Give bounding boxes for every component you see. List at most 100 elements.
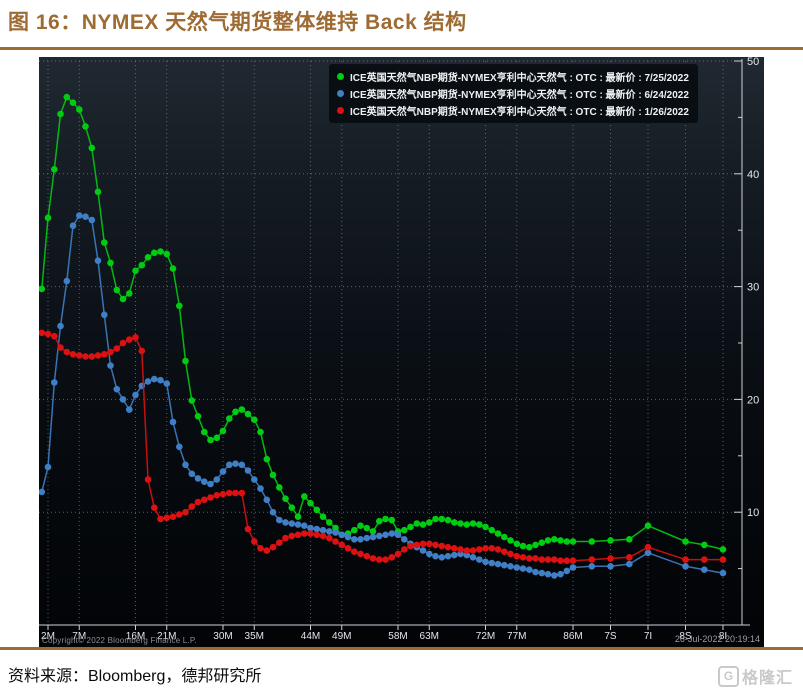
series-point [626,554,633,561]
series-point [144,254,152,261]
series-point [132,391,139,399]
series-point [238,461,246,469]
figure-title: 图 16：NYMEX 天然气期货整体维持 Back 结构 [8,11,467,34]
series-point [507,563,514,570]
series-point [507,537,514,544]
series-point [701,541,708,549]
series-point [401,526,408,534]
series-point [176,302,183,310]
series-point [369,555,377,562]
series-point [276,539,283,546]
bloomberg-copyright: Copyright© 2022 Bloomberg Finance L.P. [42,636,197,645]
series-point [419,547,427,554]
series-point [607,537,614,544]
series-point [438,542,446,550]
series-point [244,467,252,474]
x-axis-label: 44M [301,631,320,642]
series-point [194,498,202,506]
series-point [544,556,552,563]
series-point [682,538,689,545]
series-point [63,277,71,285]
series-point [107,348,114,356]
series-point [488,559,496,567]
series-point [219,468,227,475]
series-point [494,530,502,537]
series-point [382,531,389,539]
series-point [157,376,164,384]
series-point [351,548,358,555]
x-axis-label: 7M [72,631,86,642]
series-point [176,511,183,518]
series-point [382,556,389,563]
y-axis-label: 10 [747,507,759,519]
series-point [182,357,189,365]
series-point [238,489,246,497]
series-point [213,434,221,442]
series-point [494,560,502,568]
legend-item: ICE英国天然气NBP期货-NYMEX亨利中心天然气 : OTC : 最新价 :… [337,69,689,84]
series-point [463,521,471,528]
series-point [532,568,539,576]
series-point [351,536,358,543]
series-point [394,550,402,558]
series-point [463,547,471,554]
series-point [538,569,546,577]
series-point [44,214,52,222]
series-point [113,286,121,294]
series-point [363,534,371,542]
series-point [569,538,577,545]
series-point [432,515,439,523]
series-point [244,525,252,533]
chart-timestamp: 26-Jul-2022 20:19:14 [674,634,760,644]
series-point [644,549,652,557]
series-point [426,550,433,558]
series-point [94,352,102,359]
series-point [369,528,377,535]
series-point [401,546,408,553]
series-point [344,545,352,552]
series-point [469,547,477,554]
series-point [226,461,233,469]
series-point [501,533,508,541]
x-axis-label: 16M [126,631,145,642]
series-point [551,536,558,543]
series-point [257,485,264,492]
series-point [526,566,533,573]
series-point [163,250,171,258]
series-point [251,416,258,424]
y-axis-label: 40 [747,169,759,181]
series-point [569,564,577,571]
gelonghui-watermark: G 格隆汇 [717,664,793,688]
series-point [113,385,121,393]
series-point [451,519,458,526]
series-point [519,565,527,572]
series-point [307,499,314,507]
series-point [157,248,164,255]
series-point [126,406,133,413]
series-point [432,552,439,560]
series-point [57,344,64,351]
series-point [94,257,102,264]
series-point [388,554,396,561]
series-point [444,516,452,524]
series-point [113,345,121,352]
series-point [719,546,727,553]
legend-dot-icon [337,107,344,114]
legend-item: ICE英国天然气NBP期货-NYMEX亨利中心天然气 : OTC : 最新价 :… [337,86,689,101]
series-point [419,540,427,548]
series-point [563,567,571,575]
series-point [301,493,308,500]
legend-label: ICE英国天然气NBP期货-NYMEX亨利中心天然气 : OTC : 最新价 :… [350,73,689,84]
series-point [407,523,414,531]
y-axis-label: 20 [747,394,759,406]
series-point [69,351,77,358]
series-point [263,455,271,463]
series-point [482,558,489,566]
x-axis-label: 7S [604,631,617,642]
series-point [282,495,289,503]
series-point [244,410,252,418]
series-point [126,336,133,343]
series-point [626,536,633,543]
series-point [63,348,71,356]
series-point [207,480,214,488]
